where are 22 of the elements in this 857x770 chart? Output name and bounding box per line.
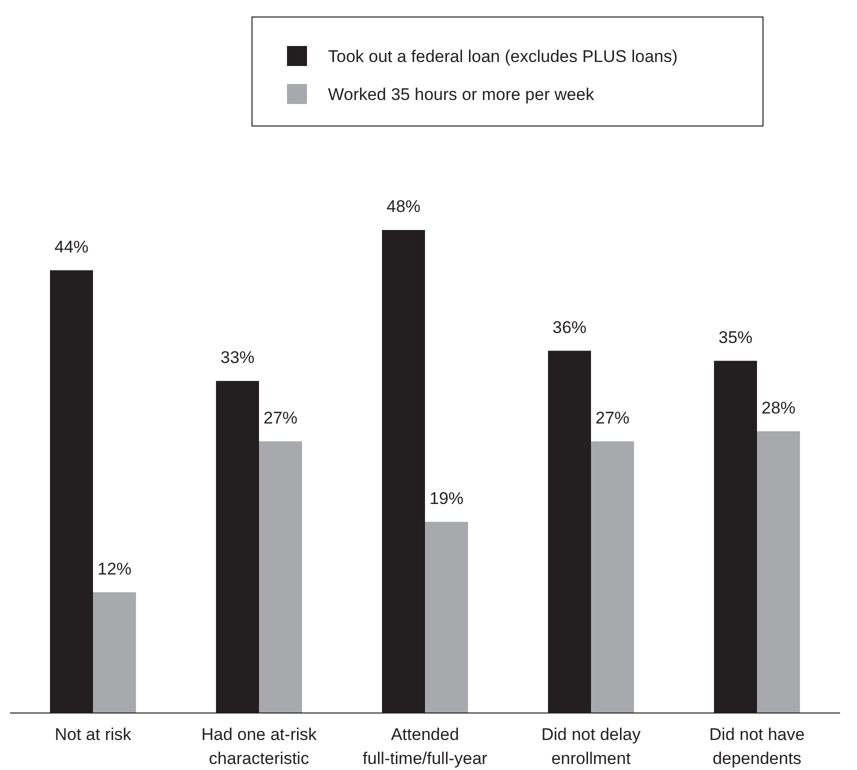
data-label: 33% [220,348,255,367]
x-tick-label: Did not delay enrollment [541,725,642,768]
data-label: 27% [595,408,630,428]
bar [425,522,468,713]
bar [757,431,800,713]
x-tick-label: Did not have dependents [709,725,805,768]
bar [93,592,136,713]
x-tick-label: Had one at-risk characteristic [201,725,318,768]
data-label: 44% [54,237,89,256]
data-label: 36% [552,318,587,337]
data-label: 28% [761,398,796,418]
bar [591,441,634,713]
legend-label: Worked 35 hours or more per week [328,85,595,104]
data-label: 27% [263,408,298,428]
data-label: 12% [97,559,132,578]
bar [259,441,302,713]
x-tick-label: Not at risk [54,725,132,744]
legend-label: Took out a federal loan (excludes PLUS loans) [328,47,678,66]
x-tick-label: Attended full-time/full-year [362,725,488,768]
data-label: 19% [429,488,464,508]
data-label: 48% [386,197,421,216]
data-label: 35% [718,328,753,347]
